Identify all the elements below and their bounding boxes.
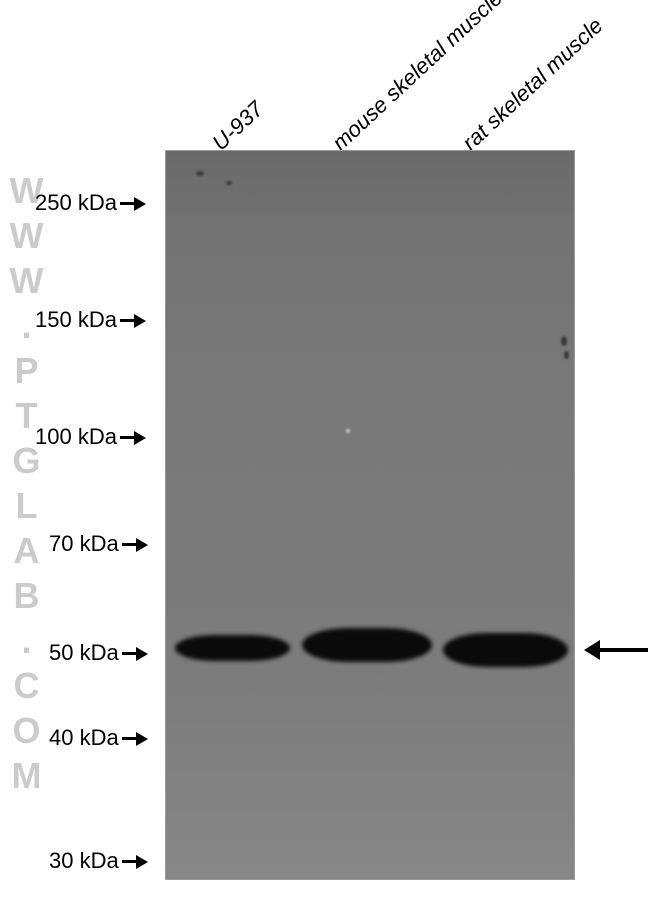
mw-marker-label: 30 kDa — [49, 848, 119, 873]
watermark-text: WWW.PTGLAB.COM — [5, 170, 47, 800]
lane-label-3: rat skeletal muscle — [457, 13, 608, 156]
band-lane-1 — [175, 635, 290, 661]
target-arrow-icon — [598, 648, 648, 652]
mw-marker: 250 kDa — [35, 190, 145, 216]
mw-marker-label: 40 kDa — [49, 725, 119, 750]
mw-marker: 100 kDa — [35, 424, 145, 450]
arrow-icon — [120, 320, 145, 322]
mw-marker-label: 50 kDa — [49, 640, 119, 665]
arrow-icon — [122, 738, 147, 740]
arrow-icon — [122, 861, 147, 863]
mw-marker: 40 kDa — [49, 725, 147, 751]
mw-marker: 70 kDa — [49, 531, 147, 557]
mw-marker: 50 kDa — [49, 640, 147, 666]
artifact — [346, 429, 350, 433]
mw-marker-label: 250 kDa — [35, 190, 117, 215]
arrow-icon — [122, 653, 147, 655]
band-lane-2 — [302, 628, 432, 662]
lane-label-1: U-937 — [207, 96, 269, 156]
artifact — [196, 171, 204, 176]
artifact — [226, 181, 232, 185]
blot-membrane — [165, 150, 575, 880]
artifact — [561, 336, 567, 346]
mw-marker-label: 100 kDa — [35, 424, 117, 449]
arrow-icon — [120, 203, 145, 205]
figure-container: WWW.PTGLAB.COM U-937 mouse skeletal musc… — [0, 0, 650, 903]
arrow-icon — [120, 437, 145, 439]
mw-marker: 150 kDa — [35, 307, 145, 333]
mw-marker: 30 kDa — [49, 848, 147, 874]
arrow-icon — [122, 544, 147, 546]
band-lane-3 — [443, 633, 568, 667]
mw-marker-label: 150 kDa — [35, 307, 117, 332]
mw-marker-label: 70 kDa — [49, 531, 119, 556]
artifact — [564, 351, 569, 359]
